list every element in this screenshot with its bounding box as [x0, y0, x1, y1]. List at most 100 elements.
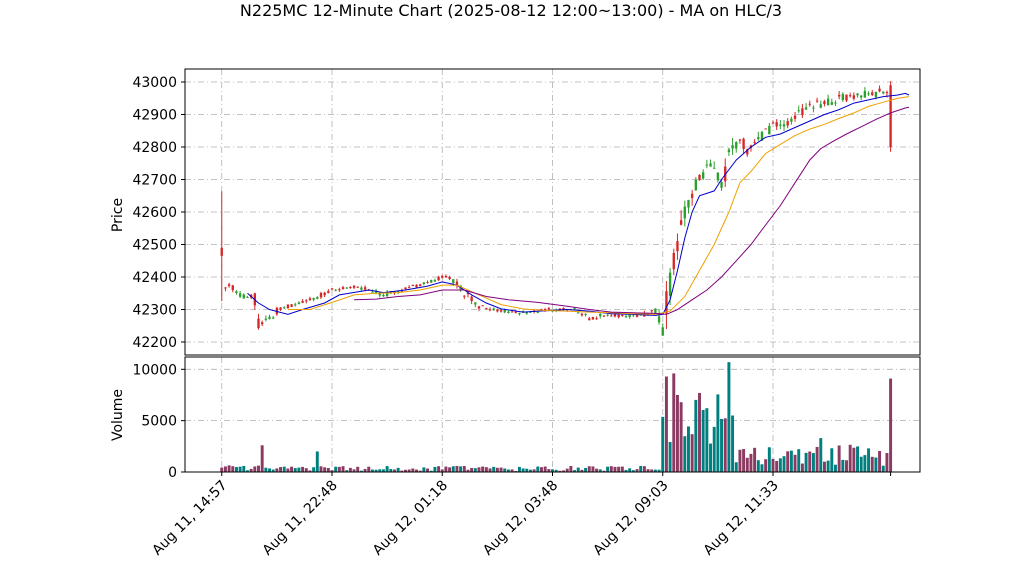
candle-body — [327, 291, 330, 293]
volume-bar — [271, 469, 275, 472]
candle-body — [834, 102, 837, 104]
candle-body — [477, 306, 481, 309]
candle-body — [874, 91, 878, 98]
candle-body — [246, 297, 249, 299]
volume-bar — [800, 463, 804, 472]
volume-bar — [624, 469, 628, 472]
volume-bar — [808, 451, 812, 472]
candle-body — [338, 289, 341, 291]
candle-body — [595, 318, 598, 320]
candle-body — [419, 284, 422, 287]
volume-bar — [815, 446, 819, 472]
candle-body — [804, 107, 808, 110]
volume-bar — [290, 466, 294, 472]
candle-body — [694, 179, 698, 191]
candle-body — [801, 108, 804, 116]
volume-bar — [565, 468, 569, 472]
candle-body — [525, 311, 528, 314]
price-y-ticks: 42200 42300 42400 42500 42600 42700 42800 42900… — [132, 75, 185, 351]
candle-body — [305, 300, 308, 302]
candle-body — [672, 252, 675, 270]
candle-body — [444, 275, 448, 278]
candle-body — [536, 312, 539, 314]
candle-body — [514, 311, 517, 313]
volume-bar — [569, 466, 573, 472]
volume-bar — [429, 470, 433, 472]
candle-body — [400, 290, 404, 292]
candle-body — [474, 302, 477, 305]
volume-bar — [602, 470, 606, 472]
candle-body — [606, 314, 609, 316]
volume-bar — [319, 466, 323, 472]
volume-bar — [532, 469, 536, 472]
candle-body — [676, 241, 679, 252]
candle-body — [422, 282, 426, 284]
volume-bar — [753, 447, 757, 472]
volume-bar — [573, 470, 577, 472]
candle-body — [393, 291, 396, 294]
volume-bar — [635, 469, 639, 472]
volume-bar — [789, 450, 793, 472]
volume-bar — [591, 466, 595, 472]
candle-body — [385, 291, 389, 296]
volume-bar — [683, 436, 687, 472]
candle-body — [389, 291, 392, 294]
candle-body — [841, 93, 845, 100]
volume-bar — [804, 452, 808, 472]
candle-body — [735, 142, 738, 149]
volume-tick-label: 5000 — [141, 414, 177, 430]
volume-bar — [540, 467, 543, 472]
volume-bar — [223, 466, 227, 472]
candle-body — [713, 167, 716, 169]
volume-bar — [852, 447, 856, 472]
volume-bar — [404, 469, 407, 472]
volume-bar — [279, 467, 283, 472]
volume-bar — [536, 466, 540, 472]
candle-body — [455, 281, 459, 286]
candle-body — [510, 311, 514, 313]
candle-body — [878, 88, 881, 92]
candle-body — [481, 305, 484, 307]
volume-bar — [797, 449, 801, 472]
volume-bar — [856, 446, 859, 472]
volume-bar — [767, 447, 771, 472]
candle-body — [562, 307, 565, 310]
candle-body — [415, 284, 418, 288]
volume-bar — [448, 467, 452, 472]
volume-bar — [374, 469, 378, 472]
volume-bar — [503, 468, 507, 472]
volume-bar — [720, 419, 724, 472]
volume-bar — [293, 468, 297, 472]
volume-bar — [859, 456, 863, 472]
candle-body — [433, 280, 437, 282]
candle-body — [705, 164, 709, 166]
candle-body — [272, 317, 275, 319]
candle-body — [852, 95, 856, 99]
candle-body — [448, 276, 451, 279]
volume-bar — [811, 453, 815, 472]
candle-body — [610, 315, 613, 317]
candle-body — [889, 85, 892, 147]
volume-bar — [455, 465, 459, 472]
volume-bar — [723, 418, 727, 472]
volume-bar — [661, 416, 665, 472]
volume-bar — [562, 470, 565, 472]
candle-body — [823, 101, 826, 105]
volume-bar — [433, 466, 437, 472]
candle-body — [746, 149, 749, 155]
volume-bar — [418, 470, 422, 472]
moving-average-lines — [247, 92, 910, 316]
volume-bar — [848, 444, 852, 472]
volume-tick-label: 10000 — [132, 362, 177, 378]
candle-body — [815, 100, 819, 102]
volume-ylabel: Volume — [110, 389, 126, 441]
volume-bar — [385, 466, 389, 472]
volume-bar — [301, 466, 305, 472]
volume-bar — [220, 467, 224, 472]
volume-bar — [874, 457, 878, 472]
candle-body — [786, 121, 789, 126]
candle-body — [727, 149, 731, 153]
candle-body — [753, 141, 756, 143]
candle-body — [665, 291, 668, 314]
